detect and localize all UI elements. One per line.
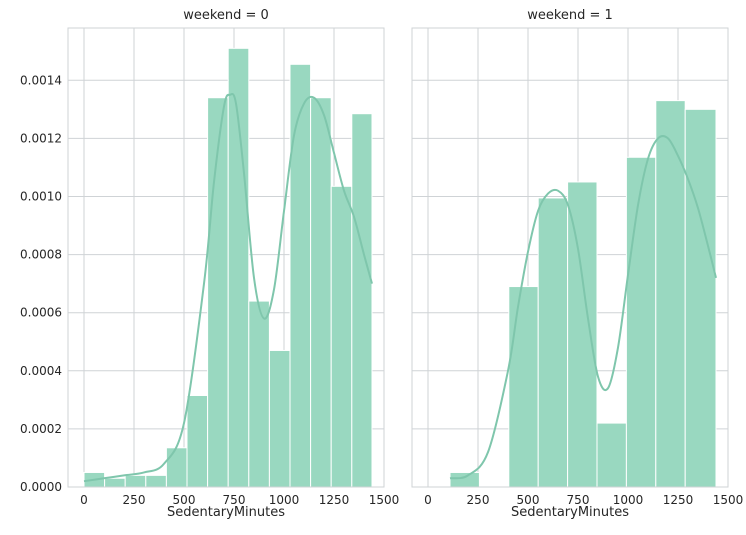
x-axis-label: SedentaryMinutes: [511, 505, 629, 520]
histogram-bar: [289, 63, 312, 488]
histogram-bar: [330, 185, 353, 488]
axes-frame: [411, 27, 729, 488]
x-tick-label: 500: [517, 493, 540, 507]
y-tick-label: 0.0014: [20, 73, 62, 87]
x-tick-label: 250: [123, 493, 146, 507]
x-tick-label: 0: [80, 493, 88, 507]
x-tick-label: 1000: [269, 493, 300, 507]
y-tick-label: 0.0012: [20, 131, 62, 145]
x-tick-label: 500: [173, 493, 196, 507]
y-tick-label: 0.0006: [20, 306, 62, 320]
histogram-bar: [268, 349, 291, 488]
x-tick-label: 750: [567, 493, 590, 507]
histogram-bar: [186, 394, 209, 488]
histogram-bar: [351, 113, 373, 488]
histogram-bar: [684, 108, 717, 488]
histogram-bar: [655, 100, 686, 488]
histogram-bar: [104, 477, 126, 488]
histogram-bar: [124, 474, 147, 488]
x-tick-label: 750: [223, 493, 246, 507]
x-tick-label: 1250: [663, 493, 694, 507]
panel-title: weekend = 1: [527, 8, 613, 23]
histogram-bar: [508, 286, 539, 488]
y-tick-label: 0.0008: [20, 248, 62, 262]
axes-frame: [67, 27, 385, 488]
panel-title: weekend = 0: [183, 8, 269, 23]
histogram-bar: [537, 197, 569, 488]
panel-weekend-0: 0 250 500 750 1000 1250 1500 0.0000 0.0002 0.0004…: [20, 8, 399, 520]
kde-curve: [83, 92, 373, 483]
histogram-bar: [248, 300, 270, 488]
histogram-bar: [625, 156, 657, 488]
y-tick-label: 0.0002: [20, 422, 62, 436]
x-tick-label: 250: [467, 493, 490, 507]
x-tick-label: 1500: [369, 493, 400, 507]
x-tick-label: 1000: [613, 493, 644, 507]
histogram-bar: [567, 181, 598, 488]
histogram-bar: [449, 471, 480, 488]
histogram-bar: [310, 97, 332, 488]
x-tick-label: 1500: [713, 493, 744, 507]
y-tick-label: 0.0000: [20, 480, 62, 494]
kde-curve: [449, 135, 717, 480]
x-tick-label: 0: [424, 493, 432, 507]
x-tick-label: 1250: [319, 493, 350, 507]
y-tick-label: 0.0004: [20, 364, 62, 378]
histogram-bar: [145, 474, 167, 488]
histogram-bar: [165, 447, 188, 488]
panel-weekend-1: 0 250 500 750 1000 1250 1500 weekend = 1 Sedenta…: [411, 8, 744, 520]
y-tick-label: 0.0010: [20, 189, 62, 203]
x-axis-label: SedentaryMinutes: [167, 505, 285, 520]
histogram-bar: [596, 422, 627, 488]
